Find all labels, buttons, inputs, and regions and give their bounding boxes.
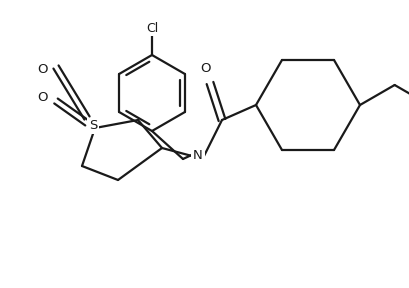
Text: O: O — [38, 63, 48, 77]
Text: N: N — [193, 149, 202, 162]
Text: O: O — [200, 62, 211, 75]
Text: O: O — [38, 92, 48, 105]
Text: S: S — [89, 120, 97, 132]
Text: Cl: Cl — [146, 22, 158, 35]
